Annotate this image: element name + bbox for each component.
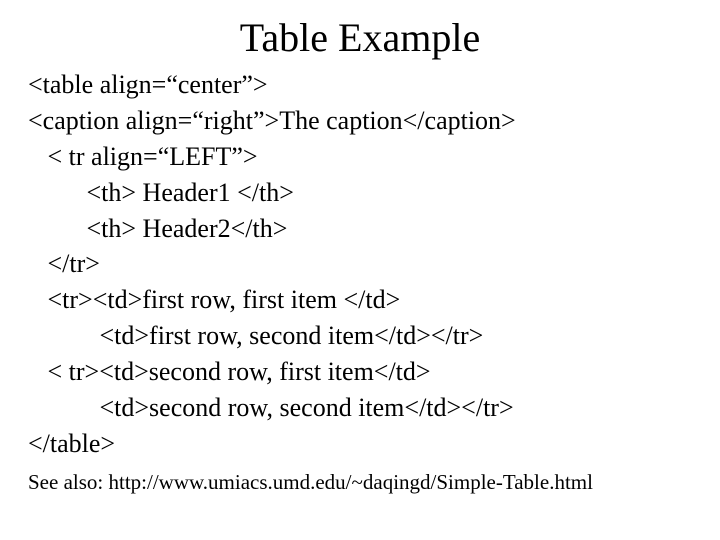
- code-line: <td>first row, second item</td></tr>: [28, 318, 692, 354]
- code-line: </table>: [28, 426, 692, 462]
- slide-title: Table Example: [28, 14, 692, 61]
- code-line: <caption align=“right”>The caption</capt…: [28, 103, 692, 139]
- slide: Table Example <table align=“center”> <ca…: [0, 0, 720, 540]
- code-line: <tr><td>first row, first item </td>: [28, 282, 692, 318]
- code-block: <table align=“center”> <caption align=“r…: [28, 67, 692, 462]
- code-line: < tr align=“LEFT”>: [28, 139, 692, 175]
- code-line: <th> Header1 </th>: [28, 175, 692, 211]
- code-line: < tr><td>second row, first item</td>: [28, 354, 692, 390]
- code-line: <td>second row, second item</td></tr>: [28, 390, 692, 426]
- code-line: <table align=“center”>: [28, 67, 692, 103]
- code-line: </tr>: [28, 246, 692, 282]
- code-line: <th> Header2</th>: [28, 211, 692, 247]
- footer-text: See also: http://www.umiacs.umd.edu/~daq…: [28, 470, 692, 495]
